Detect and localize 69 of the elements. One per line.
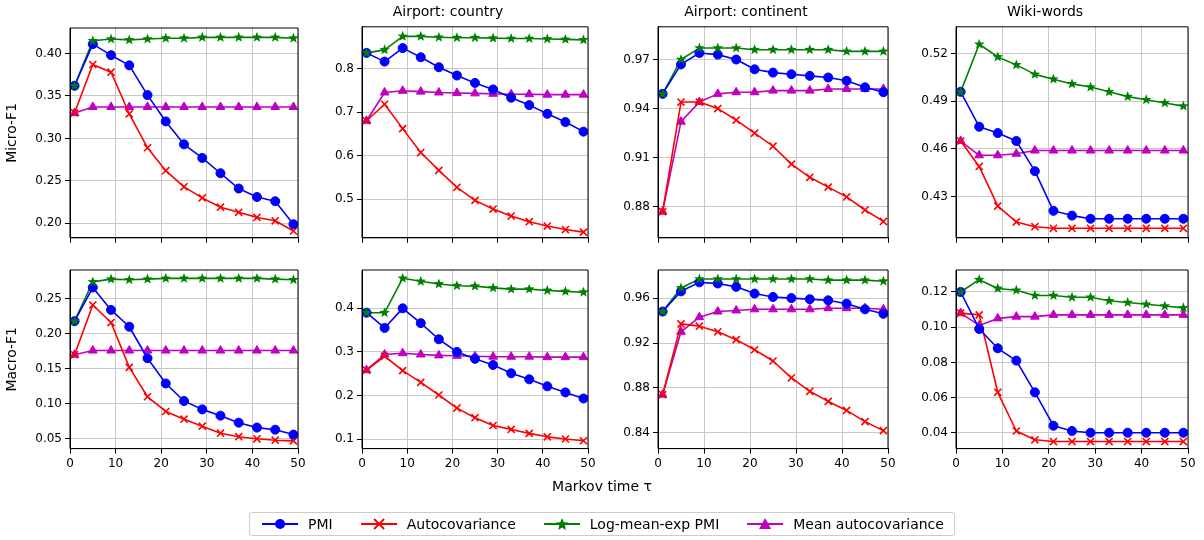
y-axis-title: Macro-F1 — [3, 326, 20, 392]
x-tick-label: 50 — [290, 455, 306, 470]
y-tick-label: 0.25 — [35, 173, 62, 188]
legend-label: PMI — [308, 516, 333, 532]
chart-title: Wiki-words — [1006, 3, 1084, 20]
chart-title: Airport: country — [392, 3, 504, 20]
y-tick-label: 0.35 — [35, 88, 62, 103]
x-tick-label: 20 — [1041, 455, 1057, 470]
y-tick-label: 0.46 — [921, 141, 948, 156]
y-tick-label: 0.05 — [35, 430, 62, 445]
y-tick-label: 0.2 — [334, 387, 354, 402]
x-tick-label: 50 — [1180, 455, 1196, 470]
y-tick-label: 0.40 — [35, 45, 62, 60]
x-tick-label: 40 — [244, 455, 261, 470]
y-tick-label: 0.25 — [35, 290, 62, 305]
x-tick-label: 0 — [358, 455, 366, 470]
y-axis-title: Micro-F1 — [3, 102, 20, 163]
y-tick-label: 0.4 — [334, 300, 354, 315]
x-tick-label: 0 — [654, 455, 662, 470]
y-tick-label: 0.88 — [623, 380, 650, 395]
y-tick-label: 0.84 — [623, 425, 650, 439]
x-tick-label: 10 — [696, 455, 712, 470]
y-tick-label: 0.20 — [35, 215, 62, 230]
y-tick-label: 0.52 — [921, 45, 948, 60]
y-tick-label: 0.96 — [623, 290, 650, 305]
x-tick-label: 50 — [580, 455, 596, 470]
y-tick-label: 0.92 — [623, 335, 650, 350]
y-tick-label: 0.10 — [35, 395, 62, 410]
chart-title: Airport: continent — [684, 3, 809, 20]
x-tick-label: 0 — [952, 455, 960, 470]
y-tick-label: 0.3 — [334, 344, 354, 359]
x-tick-label: 20 — [153, 455, 169, 470]
x-tick-label: 10 — [399, 455, 415, 470]
x-tick-label: 10 — [107, 455, 124, 470]
y-tick-label: 0.30 — [35, 130, 62, 145]
y-tick-label: 0.12 — [921, 284, 948, 299]
legend-label: Log-mean-exp PMI — [589, 516, 720, 532]
y-tick-label: 0.15 — [35, 360, 62, 375]
x-tick-label: 40 — [535, 455, 551, 470]
y-tick-label: 0.94 — [623, 100, 650, 115]
y-tick-label: 0.43 — [921, 188, 948, 203]
x-tick-label: 30 — [788, 455, 804, 470]
y-tick-label: 0.91 — [623, 149, 650, 164]
y-tick-label: 0.97 — [623, 51, 650, 66]
x-tick-label: 30 — [1087, 455, 1103, 470]
x-tick-label: 20 — [742, 455, 758, 470]
x-tick-label: 0 — [66, 455, 74, 470]
x-tick-label: 30 — [199, 455, 215, 470]
y-tick-label: 0.7 — [334, 104, 354, 119]
y-tick-label: 0.04 — [921, 424, 948, 439]
legend-label: Mean autocovariance — [793, 516, 944, 532]
legend-label: Autocovariance — [406, 516, 516, 532]
y-tick-label: 0.8 — [334, 60, 354, 75]
y-tick-label: 0.6 — [334, 147, 354, 162]
y-tick-label: 0.5 — [334, 191, 354, 206]
y-tick-label: 0.10 — [921, 319, 948, 334]
y-tick-label: 0.06 — [921, 389, 948, 404]
y-tick-label: 0.49 — [921, 93, 948, 108]
x-tick-label: 30 — [489, 455, 506, 470]
x-axis-title: Markov time τ — [551, 478, 653, 494]
y-tick-label: 0.1 — [334, 431, 354, 446]
x-tick-label: 40 — [1133, 455, 1150, 470]
x-tick-label: 40 — [834, 455, 850, 470]
y-tick-label: 0.08 — [921, 354, 948, 369]
x-tick-label: 20 — [444, 455, 461, 470]
x-tick-label: 50 — [880, 455, 896, 470]
y-tick-label: 0.88 — [623, 198, 650, 213]
x-tick-label: 10 — [994, 455, 1011, 470]
y-tick-label: 0.20 — [35, 325, 62, 340]
